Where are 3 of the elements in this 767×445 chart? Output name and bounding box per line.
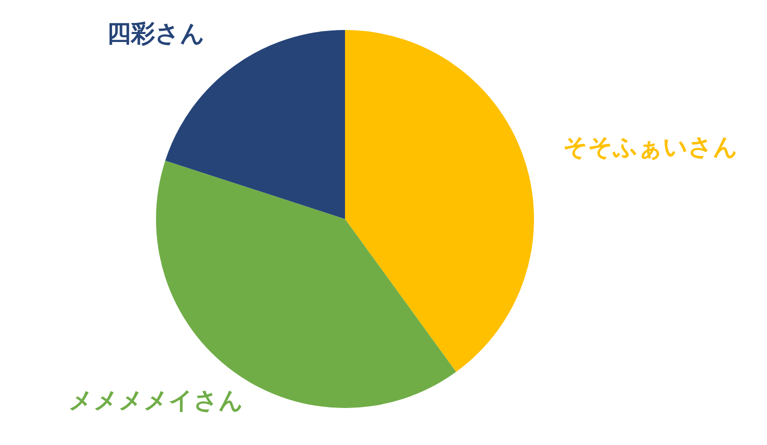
slice-label: メメメメイさん	[68, 386, 244, 415]
slice-label: 四彩さん	[107, 20, 206, 48]
slice-label: そそふぁいさん	[563, 133, 738, 162]
